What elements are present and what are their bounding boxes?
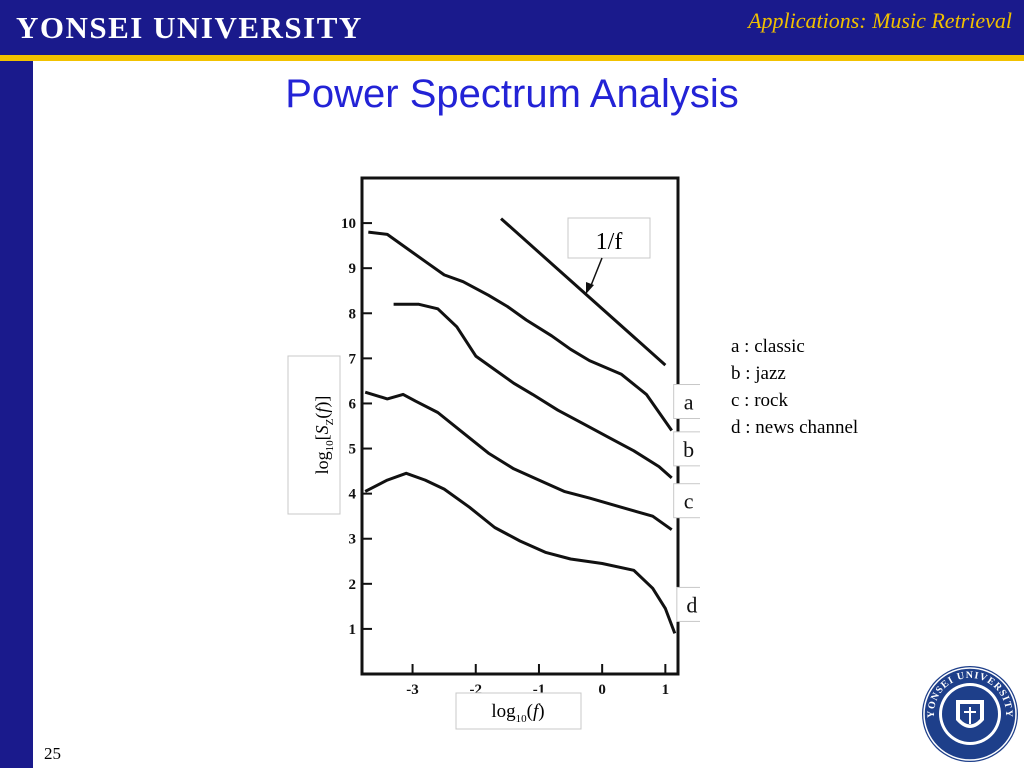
ref-label-box [567,217,651,259]
series-label-c: c [684,489,694,514]
slide-title: Power Spectrum Analysis [285,72,739,116]
series-label-box-a [673,384,700,420]
legend-item-b: b : jazz [731,363,786,384]
series-label-a: a [684,390,694,415]
x-tick-label: 1 [662,682,670,698]
y-tick-label: 6 [349,396,357,412]
series-line-c [364,390,673,531]
y-tick-label: 3 [349,532,357,548]
xlabel: log10(f) [491,701,544,725]
reference-line-1-over-f [500,217,667,367]
ylabel: log10[SZ(f)] [312,396,336,475]
series-label-box-b [673,431,700,467]
legend-item-d: d : news channel [731,417,859,438]
series-line-a [368,230,673,432]
university-name: YONSEI UNIVERSITY [16,10,363,45]
legend: a : classic b : jazz c : rock d : news c… [731,333,858,441]
legend-item-a: a : classic [731,336,805,357]
left-sidebar-band [0,0,33,768]
y-tick-label: 8 [349,306,357,322]
section-title: Applications: Music Retrieval [748,8,1012,33]
header-band [0,0,1024,55]
y-tick-label: 2 [349,577,357,593]
xlabel-box [455,692,582,730]
y-tick-label: 10 [341,216,356,232]
header-accent-line [0,55,1024,61]
series-label-box-d [676,586,700,622]
ref-arrow-head [586,282,594,294]
series-lines [364,230,677,634]
x-tick-label: -3 [406,682,419,698]
series-label-boxes: ab c d [673,384,700,622]
ref-label: 1/f [596,229,623,255]
x-tick-label: 0 [598,682,606,698]
series-label-d: d [686,592,697,617]
legend-item-c: c : rock [731,390,788,411]
y-tick-label: 7 [349,351,357,367]
y-tick-label: 1 [349,622,357,638]
series-line-d [364,471,677,634]
slide-number: 25 [44,744,61,763]
y-tick-labels: 1 2 3 4 5 6 7 8 9 10 [341,216,357,638]
y-tick-label: 4 [349,487,357,503]
series-label-box-c [673,483,700,519]
y-tick-label: 5 [349,442,357,458]
series-label-b: b [683,437,694,462]
ref-arrow-shaft [589,257,603,289]
y-tick-label: 9 [349,261,357,277]
axis-ticks [362,222,667,674]
university-seal-logo: YONSEI UNIVERSITY [922,666,1018,762]
ylabel-box [287,355,341,515]
series-line-b [393,302,673,480]
plot-frame [360,176,680,676]
